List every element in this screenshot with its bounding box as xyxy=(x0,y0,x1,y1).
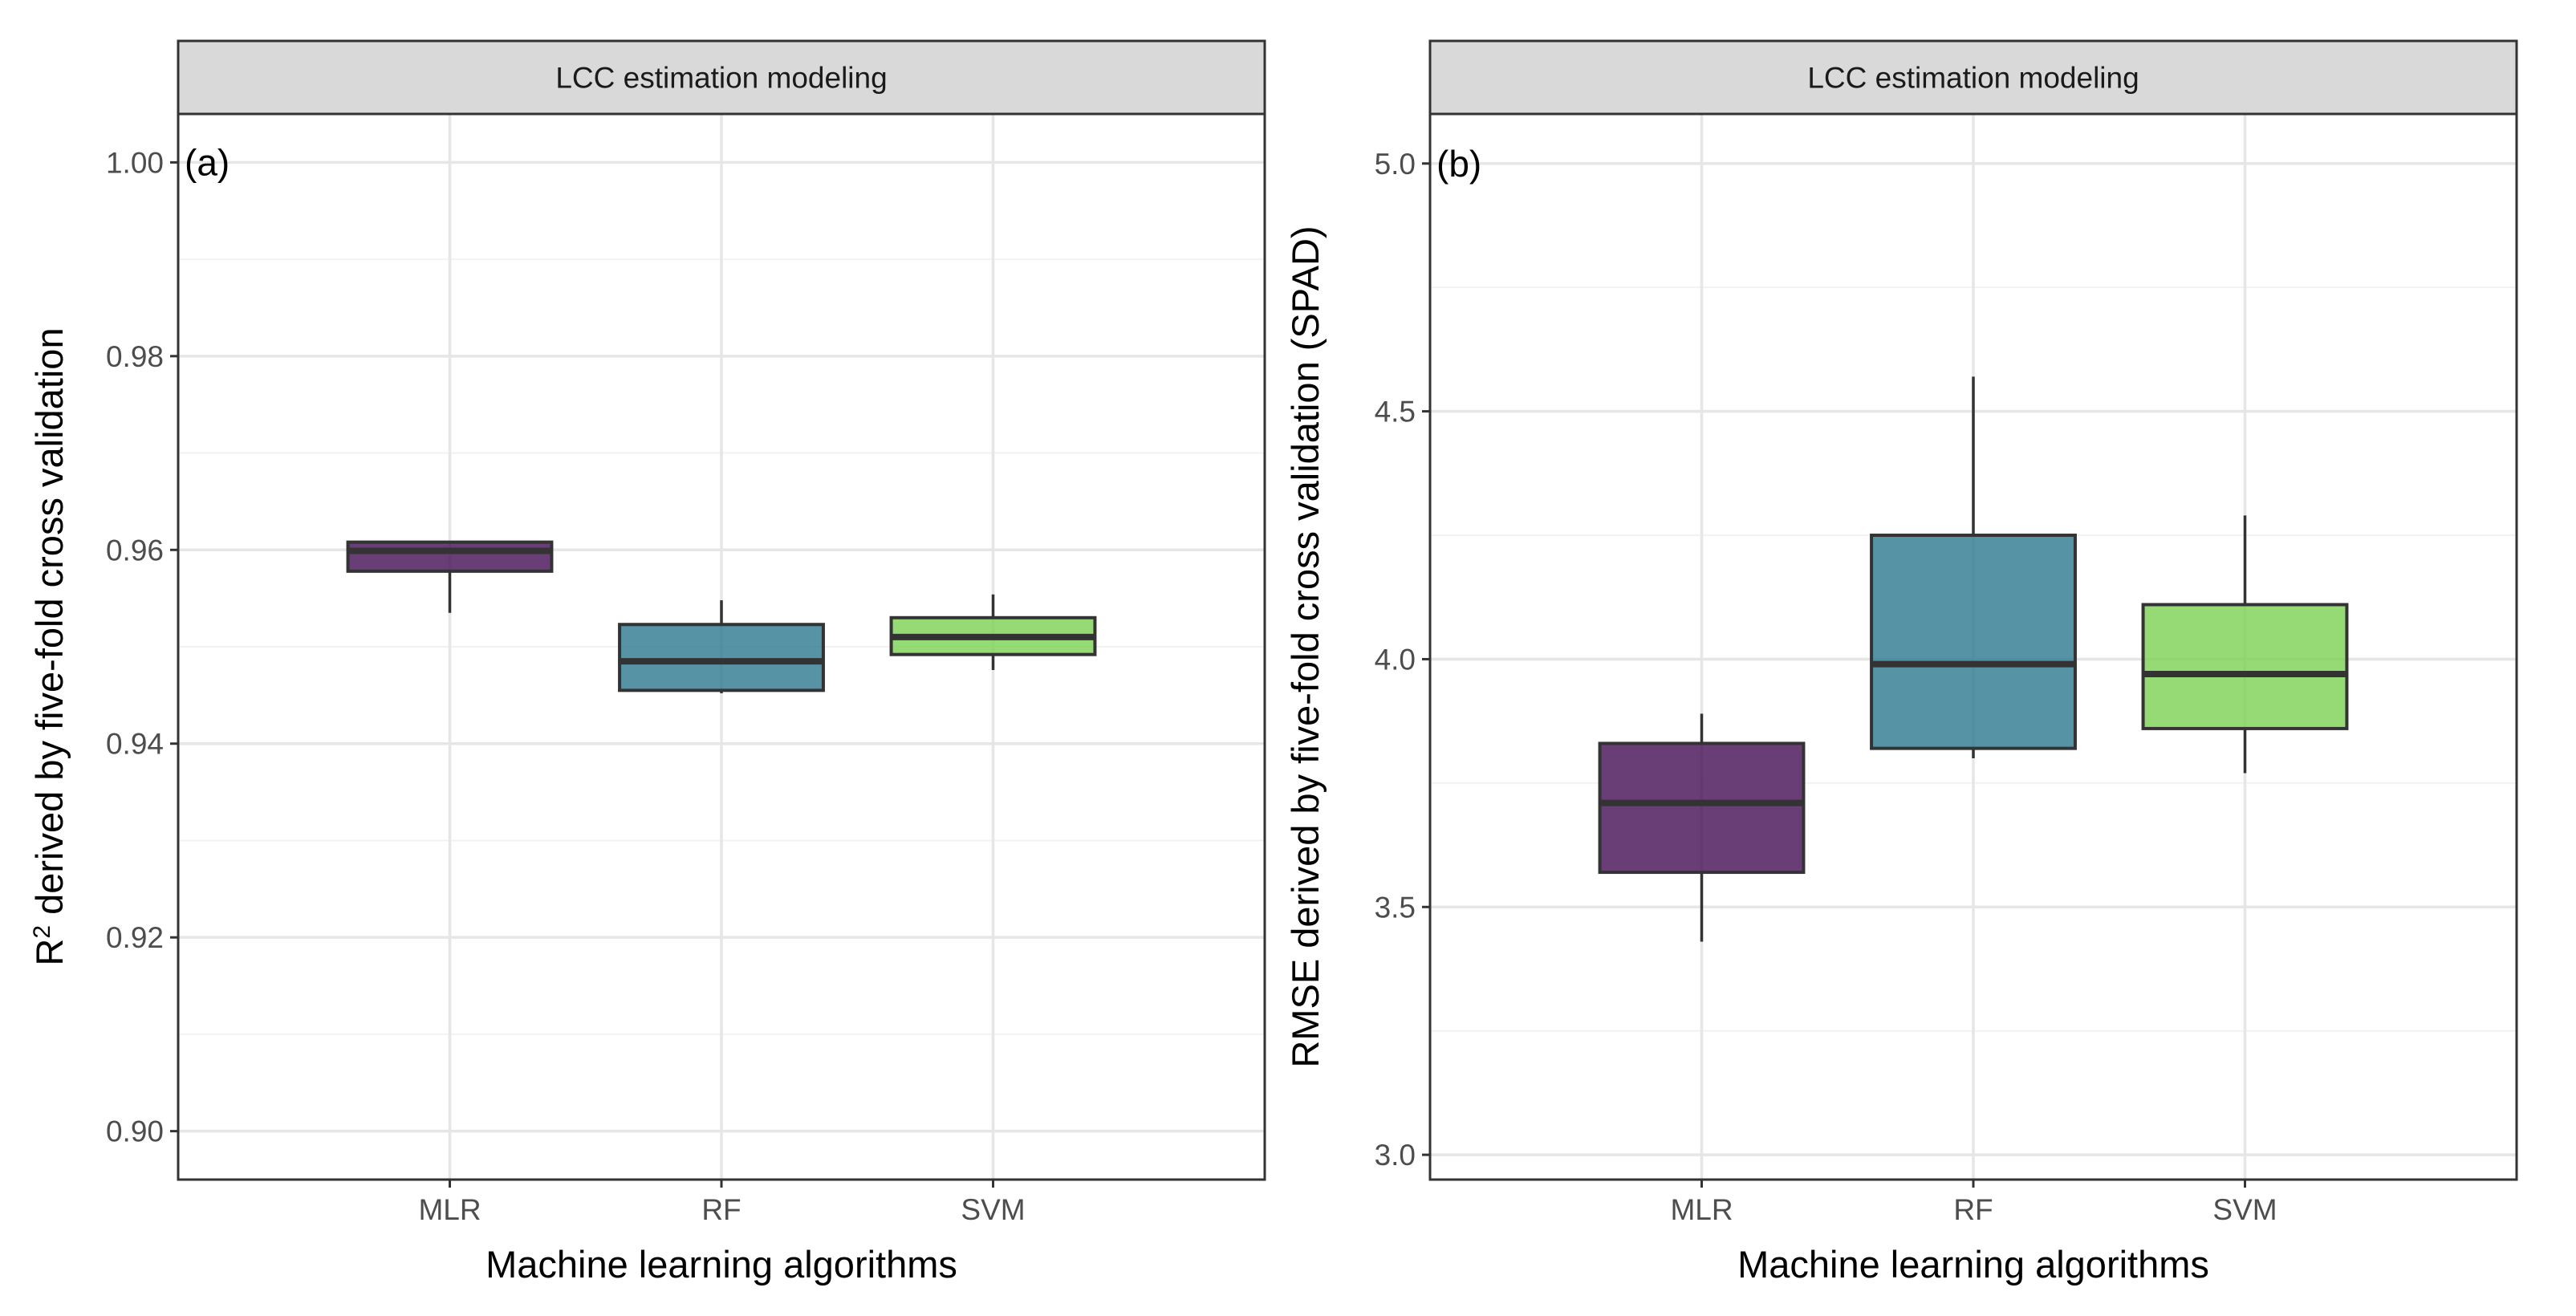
y-tick-label: 1.00 xyxy=(106,146,164,179)
y-tick-label: 3.0 xyxy=(1375,1139,1416,1172)
x-axis-title: Machine learning algorithms xyxy=(486,1243,957,1286)
panel-tag: (a) xyxy=(185,141,230,183)
panel-b: LCC estimation modeling 3.0 3.5 4.0 4.5 5.0 ML… xyxy=(1284,39,2518,1286)
box-body xyxy=(1870,534,2077,750)
y-axis-title-main: R xyxy=(28,939,71,966)
box-body xyxy=(2141,603,2349,730)
box-rf xyxy=(618,600,825,693)
y-axis-title: RMSE derived by five-fold cross validati… xyxy=(1284,225,1327,1067)
strip-background xyxy=(177,39,1266,116)
y-axis-title-superscript: 2 xyxy=(29,925,55,939)
box-body xyxy=(1598,741,1806,875)
strip-label: LCC estimation modeling xyxy=(555,62,887,95)
panel-tag: (b) xyxy=(1436,143,1481,185)
panel-a: LCC estimation modeling 0.90 0.92 0.94 0.96 0… xyxy=(28,39,1266,1286)
x-tick-label: RF xyxy=(1953,1193,1993,1226)
y-tick-label: 3.5 xyxy=(1375,891,1416,924)
x-tick-label: RF xyxy=(701,1193,741,1226)
box-body xyxy=(346,540,554,573)
y-axis-title: R2 derived by five-fold cross validation xyxy=(28,327,71,965)
box-rf xyxy=(1870,376,2077,758)
y-tick-label: 0.92 xyxy=(106,921,164,954)
y-axis-title-rest: derived by five-fold cross validation xyxy=(28,327,71,925)
box-svm xyxy=(889,594,1097,670)
x-tick-label: SVM xyxy=(961,1193,1025,1226)
box-body xyxy=(618,623,825,693)
x-tick-label: SVM xyxy=(2212,1193,2277,1226)
strip-background xyxy=(1428,39,2518,116)
y-tick-label: 4.0 xyxy=(1375,643,1416,676)
y-tick-label: 0.90 xyxy=(106,1115,164,1148)
y-tick-label: 0.94 xyxy=(106,728,164,761)
x-tick-label: MLR xyxy=(1670,1193,1733,1226)
box-svm xyxy=(2141,515,2349,774)
y-axis-title-main: RMSE derived by five-fold cross validati… xyxy=(1284,225,1327,1067)
y-tick-label: 5.0 xyxy=(1375,148,1416,181)
y-tick-label: 0.98 xyxy=(106,340,164,373)
box-mlr xyxy=(1598,713,1806,942)
x-tick-label: MLR xyxy=(418,1193,481,1226)
strip-label: LCC estimation modeling xyxy=(1807,62,2139,95)
y-tick-label: 0.96 xyxy=(106,534,164,567)
x-axis-title: Machine learning algorithms xyxy=(1737,1243,2209,1286)
y-tick-label: 4.5 xyxy=(1375,396,1416,429)
box-mlr xyxy=(346,540,554,613)
